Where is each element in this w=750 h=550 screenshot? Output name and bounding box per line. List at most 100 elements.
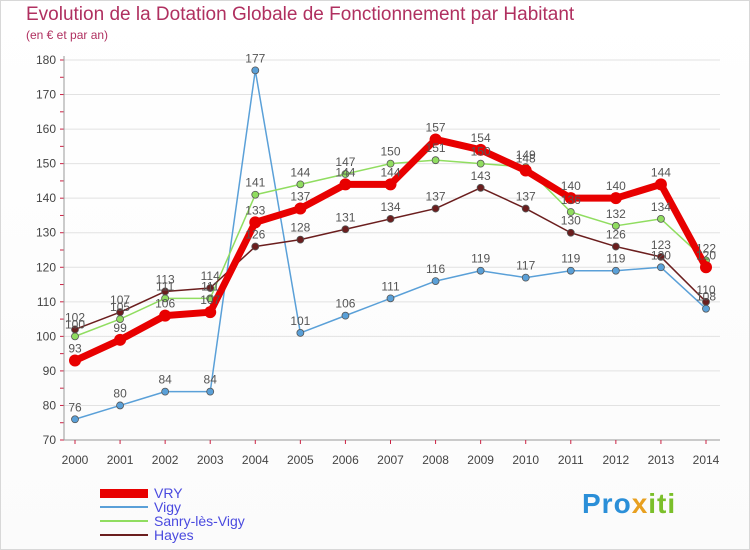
data-label: 106: [155, 297, 175, 311]
chart-title: Evolution de la Dotation Globale de Fonc…: [26, 4, 575, 25]
y-tick-label: 90: [43, 364, 57, 378]
data-label: 116: [426, 262, 445, 276]
data-point: [296, 329, 305, 337]
y-tick-label: 80: [43, 398, 57, 412]
y-tick-label: 120: [36, 260, 56, 274]
data-point: [339, 178, 352, 191]
data-point: [611, 242, 620, 251]
data-label: 144: [335, 165, 355, 179]
data-point: [71, 332, 79, 341]
data-point: [71, 325, 79, 334]
data-label: 144: [651, 165, 671, 179]
data-point: [386, 294, 395, 303]
data-point: [564, 192, 577, 205]
data-label: 84: [204, 373, 218, 387]
data-point: [69, 354, 81, 367]
data-label: 131: [335, 210, 355, 224]
data-point: [161, 387, 170, 396]
x-tick-label: 2008: [422, 453, 449, 467]
data-label: 134: [651, 200, 671, 214]
x-tick-label: 2005: [287, 453, 314, 467]
y-tick-label: 70: [43, 433, 57, 447]
data-label: 111: [156, 279, 175, 293]
data-point: [611, 221, 620, 230]
data-label: 120: [696, 248, 716, 262]
data-point: [609, 192, 622, 205]
data-point: [476, 183, 485, 192]
x-tick-label: 2004: [242, 453, 269, 467]
data-point: [702, 297, 710, 306]
data-point: [159, 309, 172, 322]
data-point: [251, 66, 260, 75]
data-point: [429, 133, 442, 146]
data-label: 149: [516, 148, 536, 162]
data-point: [431, 204, 440, 213]
data-point: [341, 170, 350, 178]
data-point: [431, 277, 440, 285]
data-point: [521, 204, 530, 213]
legend-label: Sanry-lès-Vigy: [154, 513, 245, 529]
x-tick-label: 2009: [467, 453, 494, 467]
x-tick-label: 2006: [332, 453, 359, 467]
data-point: [566, 228, 575, 237]
data-label: 100: [65, 317, 85, 331]
data-point: [519, 164, 532, 177]
data-label: 80: [113, 386, 127, 400]
data-point: [206, 387, 215, 396]
data-label: 119: [561, 252, 580, 266]
data-point: [431, 156, 440, 165]
y-tick-label: 170: [36, 88, 56, 102]
data-point: [657, 263, 665, 272]
data-label: 141: [245, 176, 265, 190]
data-point: [206, 284, 215, 292]
legend-item: Hayes: [100, 527, 245, 543]
data-label: 76: [68, 400, 82, 414]
y-tick-label: 110: [37, 295, 56, 309]
data-point: [386, 159, 395, 168]
data-label: 122: [696, 241, 716, 255]
data-label: 108: [696, 290, 716, 304]
proxiti-logo: Proxiti: [582, 488, 676, 520]
data-label: 134: [380, 200, 400, 214]
data-point: [566, 208, 575, 216]
x-tick-label: 2014: [693, 453, 720, 467]
data-label: 137: [516, 190, 536, 204]
x-tick-label: 2010: [512, 453, 539, 467]
data-label: 106: [335, 297, 355, 311]
data-label: 128: [290, 221, 310, 235]
data-label: 147: [335, 155, 355, 169]
x-tick-label: 2011: [558, 453, 584, 467]
data-label: 137: [426, 190, 446, 204]
legend-swatch: [100, 488, 148, 498]
data-point: [294, 202, 307, 215]
data-point: [251, 190, 260, 199]
data-label: 99: [113, 321, 127, 335]
data-label: 120: [651, 248, 671, 262]
data-point: [116, 308, 124, 317]
data-point: [161, 287, 170, 296]
data-label: 150: [380, 145, 400, 159]
x-tick-label: 2001: [107, 453, 134, 467]
data-point: [654, 178, 667, 191]
data-point: [251, 242, 260, 251]
data-label: 130: [561, 214, 581, 228]
data-label: 107: [110, 293, 130, 307]
data-label: 144: [290, 165, 310, 179]
data-point: [386, 215, 395, 223]
legend-item: Vigy: [100, 499, 245, 515]
data-point: [116, 401, 124, 410]
data-label: 148: [516, 152, 536, 166]
data-point: [521, 273, 530, 282]
data-point: [700, 261, 712, 274]
chart-subtitle: (en € et par an): [26, 28, 109, 42]
y-tick-label: 130: [36, 226, 56, 240]
legend-swatch: [100, 534, 148, 536]
data-point: [702, 304, 710, 313]
y-tick-label: 160: [36, 122, 56, 136]
data-point: [71, 415, 79, 424]
data-point: [341, 311, 350, 320]
data-label: 102: [65, 310, 85, 324]
logo-part-1: Pro: [582, 488, 632, 519]
